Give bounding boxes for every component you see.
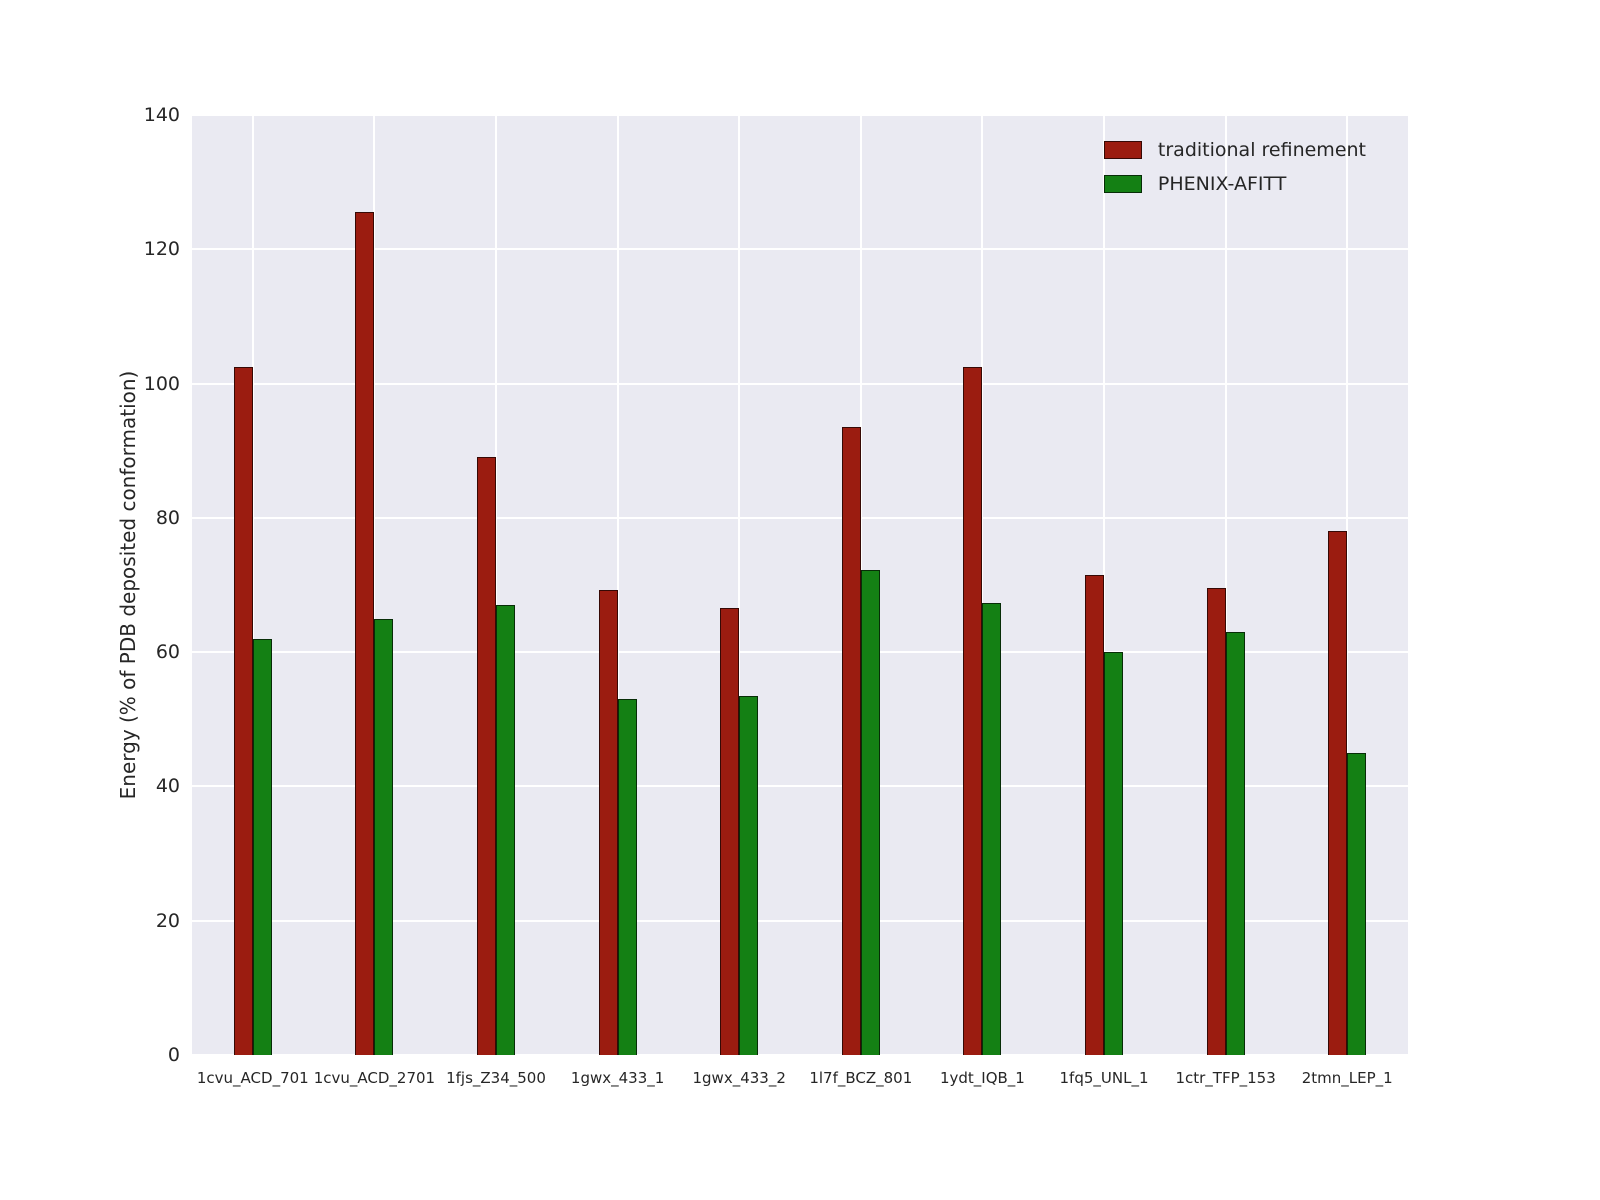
- y-tick-label: 20: [155, 909, 180, 932]
- y-tick-label: 40: [155, 775, 180, 798]
- gridline-horizontal: [192, 919, 1408, 922]
- bar-traditional-refinement-1cvu_ACD_701: [233, 367, 253, 1055]
- x-tick-label: 1fq5_UNL_1: [1059, 1069, 1149, 1087]
- y-tick-label: 60: [155, 641, 180, 664]
- y-tick-label: 120: [143, 238, 180, 261]
- x-tick-label: 1ydt_IQB_1: [939, 1069, 1025, 1087]
- gridline-horizontal: [192, 516, 1408, 519]
- bar-traditional-refinement-1gwx_433_2: [720, 607, 740, 1055]
- bar-traditional-refinement-1ydt_IQB_1: [963, 367, 983, 1055]
- bar-phenix-afitt-1fjs_Z34_500: [496, 605, 515, 1055]
- gridline-horizontal: [192, 248, 1408, 251]
- bar-phenix-afitt-2tmn_LEP_1: [1347, 752, 1367, 1055]
- legend-item: traditional refinement: [1103, 139, 1366, 161]
- bar-traditional-refinement-1fjs_Z34_500: [477, 457, 496, 1055]
- bar-phenix-afitt-1gwx_433_1: [617, 699, 637, 1055]
- gridline-vertical: [1346, 115, 1349, 1055]
- gridline-vertical: [373, 115, 376, 1055]
- gridline-vertical: [616, 115, 619, 1055]
- bar-phenix-afitt-1cvu_ACD_2701: [374, 618, 394, 1055]
- bar-phenix-afitt-1cvu_ACD_701: [252, 638, 272, 1055]
- y-tick-label: 80: [155, 506, 180, 529]
- legend-label: PHENIX-AFITT: [1157, 173, 1287, 195]
- bar-phenix-afitt-1gwx_433_2: [739, 695, 759, 1055]
- x-tick-label: 1gwx_433_2: [692, 1069, 786, 1087]
- bar-traditional-refinement-2tmn_LEP_1: [1328, 531, 1348, 1055]
- bar-phenix-afitt-1fq5_UNL_1: [1104, 652, 1123, 1055]
- x-tick-label: 1cvu_ACD_701: [196, 1069, 309, 1087]
- legend-swatch-icon: [1103, 141, 1142, 159]
- x-tick-label: 2tmn_LEP_1: [1301, 1069, 1393, 1087]
- bar-phenix-afitt-1ctr_TFP_153: [1225, 632, 1245, 1055]
- bar-traditional-refinement-1gwx_433_1: [598, 590, 618, 1055]
- y-tick-label: 100: [143, 372, 180, 395]
- gridline-vertical: [1103, 115, 1105, 1055]
- x-tick-label: 1cvu_ACD_2701: [313, 1069, 436, 1087]
- y-tick-label: 0: [167, 1044, 180, 1066]
- legend: traditional refinement PHENIX-AFITT: [1092, 131, 1378, 203]
- gridline-vertical: [251, 115, 254, 1055]
- bar-traditional-refinement-1fq5_UNL_1: [1085, 574, 1104, 1055]
- legend-swatch-icon: [1103, 175, 1142, 193]
- gridline-horizontal: [192, 651, 1408, 654]
- bar-traditional-refinement-1ctr_TFP_153: [1206, 588, 1226, 1055]
- x-tick-label: 1gwx_433_1: [570, 1069, 665, 1087]
- x-tick-label: 1ctr_TFP_153: [1175, 1069, 1276, 1087]
- gridline-horizontal: [192, 114, 1408, 116]
- gridline-vertical: [1224, 115, 1227, 1055]
- gridline-vertical: [981, 115, 984, 1055]
- bar-traditional-refinement-1cvu_ACD_2701: [355, 212, 375, 1055]
- gridline-horizontal: [192, 382, 1408, 385]
- legend-label: traditional refinement: [1157, 139, 1366, 161]
- legend-item: PHENIX-AFITT: [1103, 173, 1366, 195]
- x-tick-label: 1l7f_BCZ_801: [809, 1069, 913, 1087]
- bar-traditional-refinement-1l7f_BCZ_801: [841, 427, 861, 1055]
- x-tick-label: 1fjs_Z34_500: [446, 1069, 546, 1087]
- gridline-vertical: [495, 115, 497, 1055]
- gridline-horizontal: [192, 785, 1408, 788]
- bar-phenix-afitt-1l7f_BCZ_801: [860, 569, 880, 1055]
- plot-area: traditional refinement PHENIX-AFITT: [192, 114, 1408, 1056]
- gridline-horizontal: [192, 1054, 1408, 1056]
- y-tick-label: 140: [143, 104, 180, 126]
- bar-phenix-afitt-1ydt_IQB_1: [982, 603, 1002, 1055]
- y-axis-label: Energy (% of PDB deposited conformation): [116, 370, 140, 800]
- gridline-vertical: [738, 115, 741, 1055]
